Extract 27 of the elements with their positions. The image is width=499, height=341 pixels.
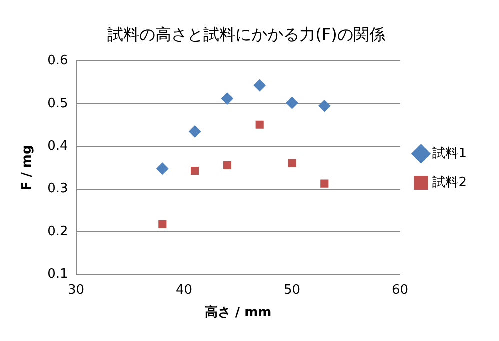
point [191,166,200,176]
point [156,162,169,175]
legend-label: 試料1 [432,146,468,162]
chart-title: 試料の高さと試料にかかる力(F)の関係 [108,24,386,44]
x-tick-label: 60 [392,282,408,298]
y-axis-title: F / mg [20,145,36,191]
y-tick-label: 0.2 [48,224,68,240]
point [223,161,232,170]
point [221,92,234,105]
x-tick-label: 50 [284,282,301,298]
y-tick-label: 0.4 [48,139,68,154]
x-tick-label: 30 [68,282,85,298]
point [286,97,298,110]
x-tick-label: 40 [176,282,193,298]
legend-label: 試料2 [432,175,468,190]
point [256,120,264,129]
y-tick-label: 0.6 [48,54,68,69]
point [288,159,296,168]
point [318,100,331,112]
x-axis-title: 高さ / mm [204,304,272,321]
point [189,126,202,138]
point [158,220,167,228]
y-tick-label: 0.1 [48,267,68,282]
y-tick-label: 0.5 [48,96,68,112]
point [254,80,266,92]
point [320,180,329,188]
y-tick-label: 0.3 [48,182,68,197]
